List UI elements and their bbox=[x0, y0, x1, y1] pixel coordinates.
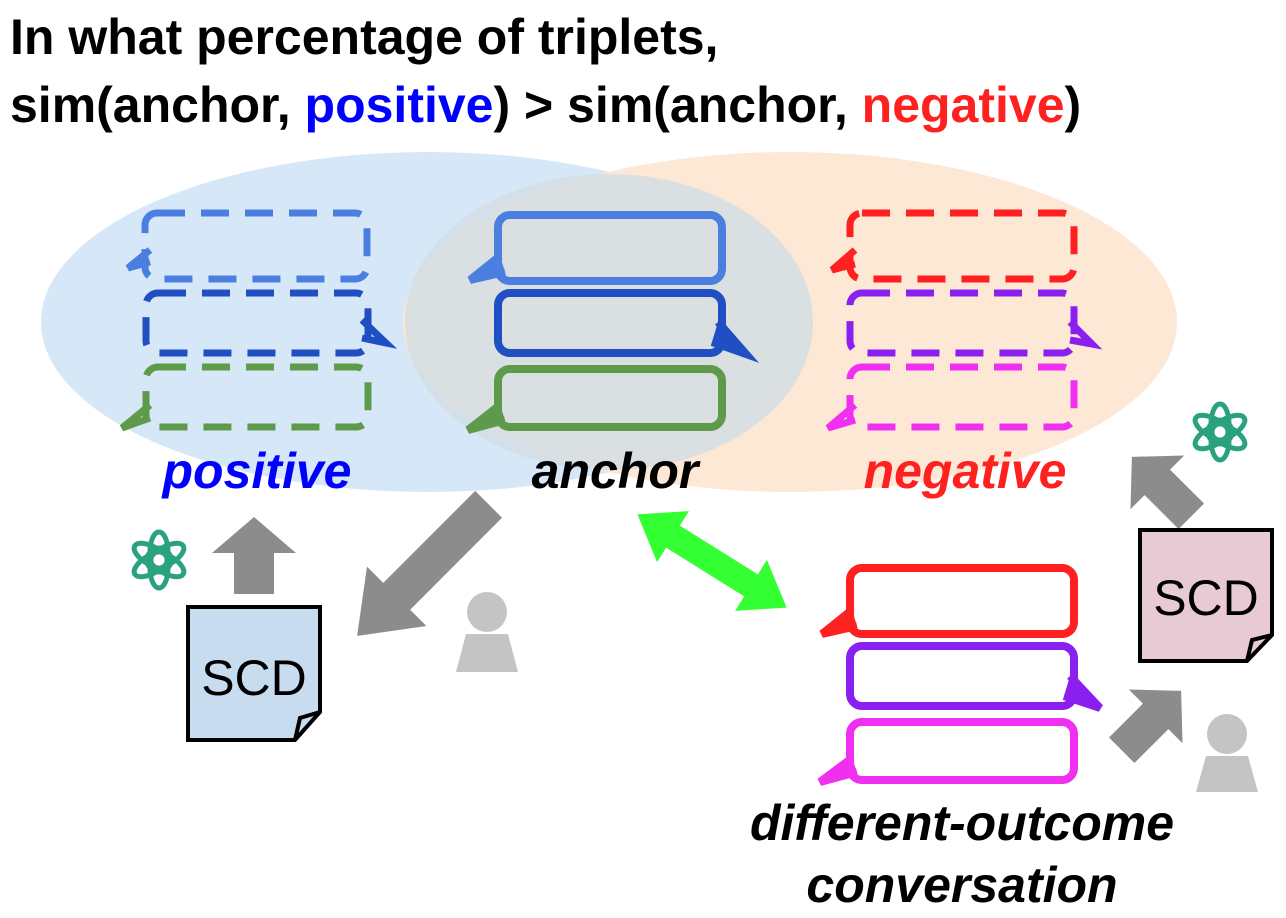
title-sim-suffix: ) bbox=[1065, 77, 1082, 133]
anchor-bubble-3-tail bbox=[465, 401, 507, 434]
person-icon-right bbox=[1196, 714, 1258, 792]
negative-bubble-3-tail bbox=[825, 402, 858, 432]
title-negative-word: negative bbox=[862, 77, 1065, 133]
negative-conversation bbox=[825, 209, 1103, 432]
openai-logo-icon bbox=[130, 532, 187, 588]
anchor-conversation bbox=[465, 211, 760, 434]
different-outcome-bubble-1 bbox=[846, 564, 1078, 638]
positive-conversation bbox=[119, 209, 398, 432]
scd-document-left: SCD bbox=[186, 605, 322, 742]
different-outcome-conversation bbox=[817, 564, 1103, 786]
up-arrow-icon bbox=[212, 517, 296, 594]
anchor-bubble-3 bbox=[494, 365, 726, 431]
negative-label: negative bbox=[864, 443, 1067, 499]
openai-logo-icon-right bbox=[1191, 404, 1248, 460]
different-outcome-bubble-2 bbox=[846, 642, 1078, 710]
positive-label: positive bbox=[161, 443, 352, 499]
title-sim-middle: ) > sim(anchor, bbox=[493, 77, 861, 133]
scd-label-left: SCD bbox=[201, 650, 307, 706]
title-sim-prefix: sim(anchor, bbox=[10, 77, 305, 133]
negative-bubble-1-tail bbox=[829, 247, 858, 274]
different-outcome-bubble-3 bbox=[846, 718, 1078, 784]
anchor-bubble-1 bbox=[494, 211, 726, 285]
scd-document-right: SCD bbox=[1138, 528, 1274, 663]
negative-bubble-1 bbox=[846, 209, 1078, 283]
different-outcome-label-line-2: conversation bbox=[806, 857, 1117, 913]
different-outcome-bubble-1-tail bbox=[819, 606, 858, 638]
person-icon bbox=[456, 592, 518, 672]
overlap-region bbox=[405, 174, 813, 470]
up-left-arrow-icon bbox=[1130, 455, 1205, 530]
title-positive-word: positive bbox=[305, 77, 494, 133]
anchor-bubble-1-tail bbox=[467, 252, 506, 284]
positive-bubble-2-tail bbox=[359, 317, 398, 349]
down-left-arrow-icon bbox=[357, 490, 503, 636]
negative-bubble-2-tail bbox=[1067, 319, 1103, 350]
double-arrow-icon bbox=[637, 511, 787, 611]
scd-label-right: SCD bbox=[1153, 570, 1259, 626]
positive-bubble-3-tail bbox=[119, 402, 153, 432]
title-line-1: In what percentage of triplets, bbox=[10, 9, 718, 65]
different-outcome-bubble-3-tail bbox=[817, 754, 859, 786]
anchor-label: anchor bbox=[532, 443, 701, 499]
positive-bubble-3 bbox=[142, 363, 372, 431]
positive-bubble-1 bbox=[141, 209, 371, 283]
anchor-bubble-2-tail bbox=[710, 319, 760, 363]
different-outcome-bubble-2-tail bbox=[1062, 673, 1103, 712]
up-right-arrow-icon bbox=[1108, 689, 1183, 764]
different-outcome-label-line-1: different-outcome bbox=[750, 795, 1174, 851]
title-line-2: sim(anchor, positive) > sim(anchor, nega… bbox=[10, 77, 1081, 133]
negative-bubble-3 bbox=[846, 363, 1078, 431]
positive-bubble-1-tail bbox=[125, 247, 153, 272]
